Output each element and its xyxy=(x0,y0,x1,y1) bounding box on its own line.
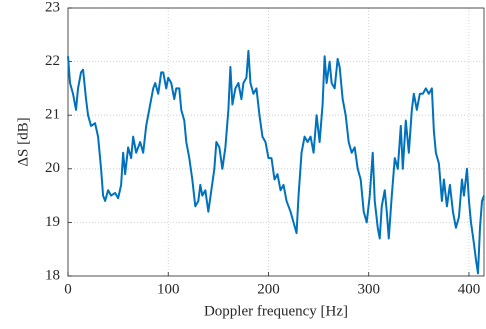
y-tick-label: 23 xyxy=(45,0,60,15)
y-tick-label: 20 xyxy=(45,160,60,176)
x-tick-label: 0 xyxy=(64,281,72,297)
x-axis-label: Doppler frequency [Hz] xyxy=(204,303,348,319)
x-tick-label: 100 xyxy=(157,281,180,297)
x-tick-label: 400 xyxy=(458,281,481,297)
x-tick-label: 200 xyxy=(257,281,280,297)
y-tick-label: 18 xyxy=(45,267,60,283)
plot-frame xyxy=(67,7,485,277)
y-tick-label: 21 xyxy=(45,107,60,123)
x-tick-label: 300 xyxy=(357,281,380,297)
y-axis-label: ΔS [dB] xyxy=(15,117,31,166)
y-tick-label: 22 xyxy=(45,53,60,69)
data-line xyxy=(67,49,485,275)
y-tick-label: 19 xyxy=(45,214,60,230)
